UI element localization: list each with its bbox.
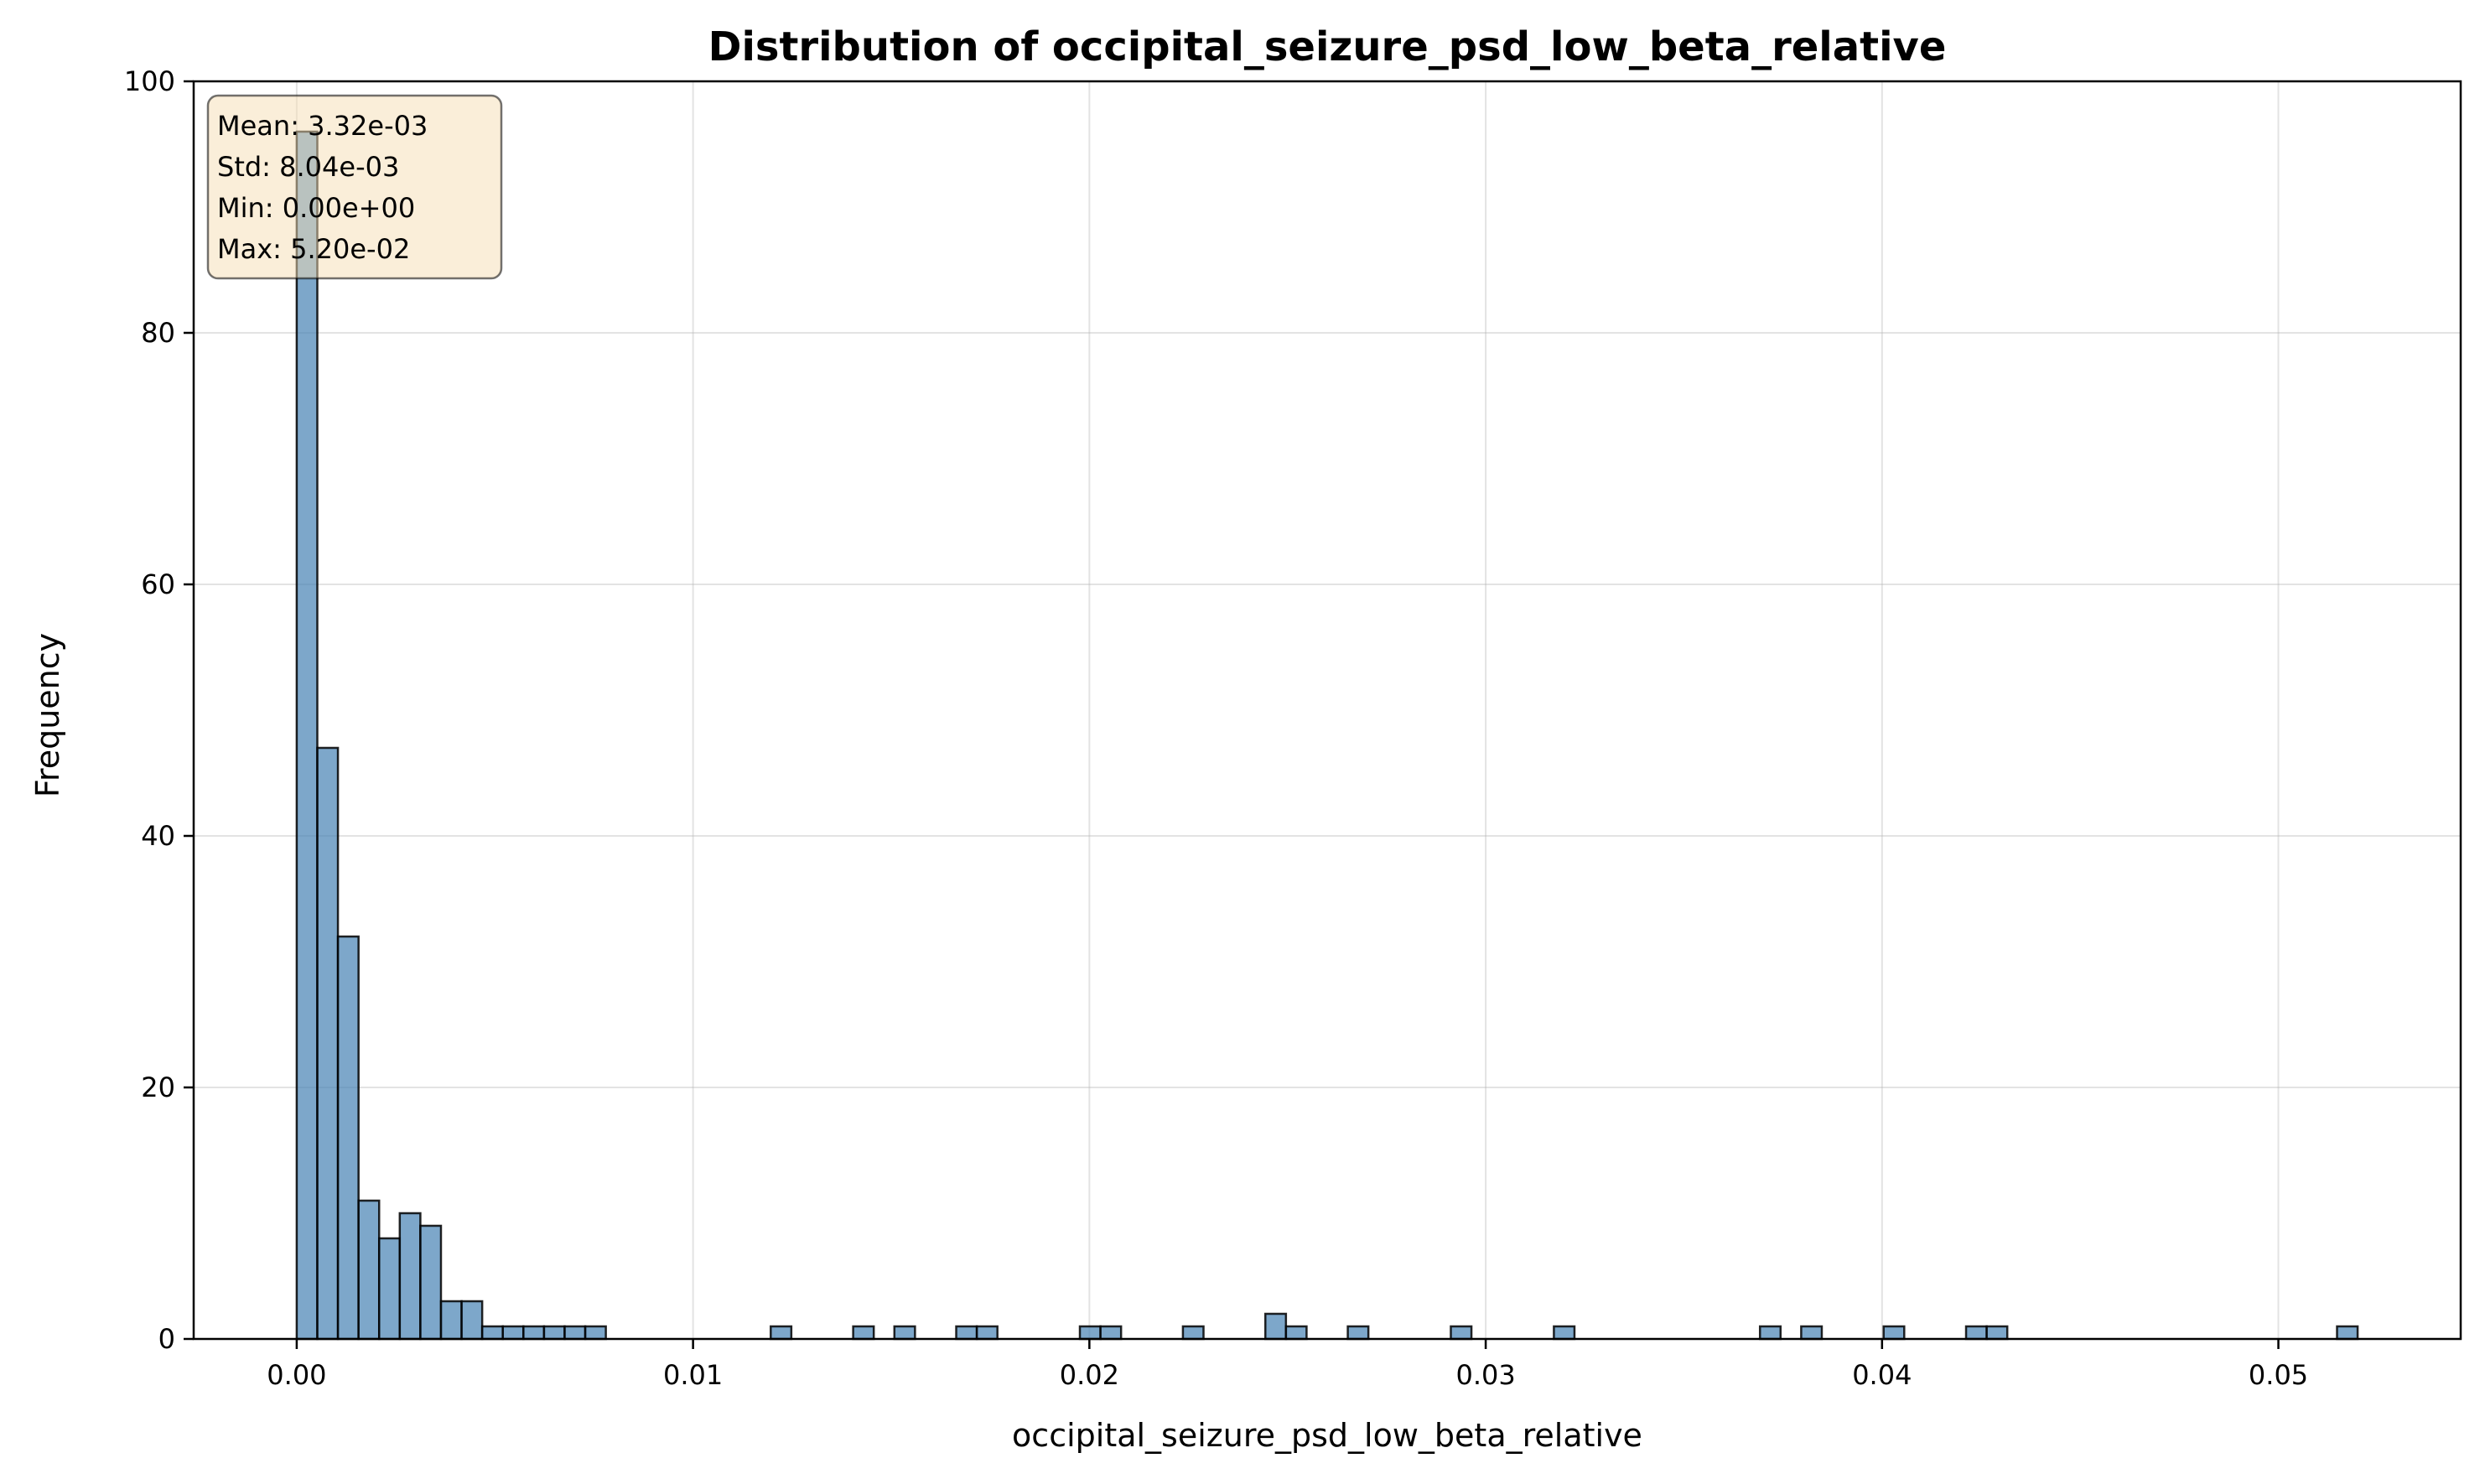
histogram-bar [770,1325,793,1341]
stats-box-background [206,94,503,280]
histogram-bar [480,1325,504,1341]
histogram-bar [1964,1325,1988,1341]
y-tick-label: 60 [141,568,175,600]
histogram-bar [460,1300,484,1341]
histogram-bar [377,1237,402,1341]
histogram-bar [563,1325,587,1341]
histogram-bar [316,746,340,1341]
y-tick-label: 100 [124,65,175,97]
histogram-bar [336,935,360,1341]
x-tick-label: 0.01 [663,1359,723,1391]
histogram-bar [584,1325,607,1341]
histogram-bar [893,1325,916,1341]
y-tick-label: 0 [158,1323,175,1355]
stats-std: Std: 8.04e-03 [217,151,399,183]
histogram-bar [1882,1325,1906,1341]
histogram-bar [1450,1325,1473,1341]
histogram-bar [955,1325,978,1341]
histogram-bar [1099,1325,1123,1341]
stats-mean: Mean: 3.32e-03 [217,110,428,142]
histogram-bar [295,130,319,1341]
histogram-bar [522,1325,546,1341]
histogram-bar [542,1325,566,1341]
y-tick-label: 80 [141,317,175,349]
histogram-bar [1553,1325,1576,1341]
histogram-bar [357,1199,381,1341]
histogram-bar [1284,1325,1308,1341]
histogram-bar [501,1325,525,1341]
stats-box: Mean: 3.32e-03 Std: 8.04e-03 Min: 0.00e+… [206,94,503,280]
histogram-bar [1264,1312,1288,1341]
bars-layer [295,130,2359,1341]
stats-min: Min: 0.00e+00 [217,192,415,224]
x-tick-label: 0.02 [1060,1359,1119,1391]
histogram-bar [1181,1325,1205,1341]
chart-title: Distribution of occipital_seizure_psd_lo… [708,23,1947,70]
y-axis-label: Frequency [29,633,66,797]
histogram-bar [852,1325,875,1341]
stats-max: Max: 5.20e-02 [217,233,410,265]
x-tick-label: 0.00 [267,1359,326,1391]
x-tick-label: 0.05 [2249,1359,2308,1391]
histogram-bar [439,1300,463,1341]
histogram-bar [419,1224,443,1341]
ticks-layer: 0.00 0.01 0.02 0.03 0.04 0.05 0 20 40 60 80 100 [124,65,2308,1391]
histogram-bar [1758,1325,1782,1341]
histogram-bar [1800,1325,1824,1341]
histogram-bar [398,1212,422,1341]
grid-layer [194,80,2461,1340]
histogram-bar [1985,1325,2009,1341]
y-tick-label: 40 [141,820,175,852]
x-tick-label: 0.04 [1852,1359,1912,1391]
histogram-bar [1078,1325,1102,1341]
y-tick-label: 20 [141,1071,175,1103]
histogram-bar [2336,1325,2359,1341]
x-axis-label: occipital_seizure_psd_low_beta_relative [1012,1417,1642,1454]
histogram-bar [1346,1325,1370,1341]
x-tick-label: 0.03 [1455,1359,1515,1391]
plot-frame [192,80,2462,1341]
histogram-bar [975,1325,999,1341]
